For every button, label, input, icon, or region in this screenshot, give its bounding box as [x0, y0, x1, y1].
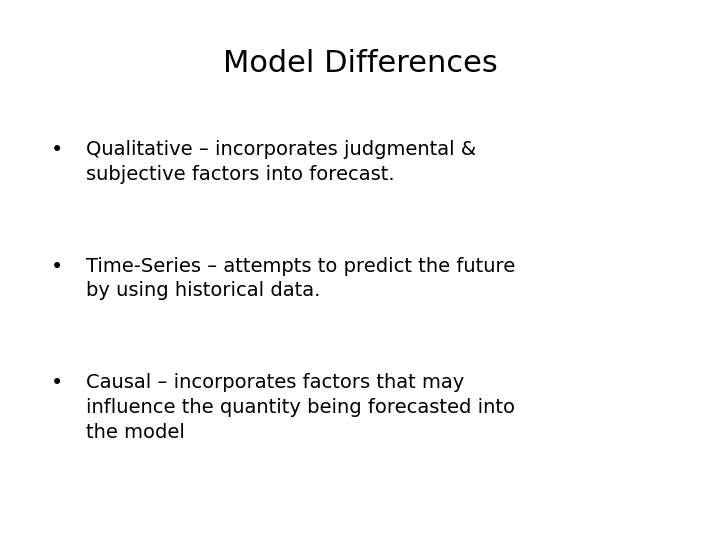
Text: •: •: [50, 373, 63, 393]
Text: •: •: [50, 256, 63, 276]
Text: •: •: [50, 140, 63, 160]
Text: Qualitative – incorporates judgmental &
subjective factors into forecast.: Qualitative – incorporates judgmental & …: [86, 140, 477, 184]
Text: Model Differences: Model Differences: [222, 49, 498, 78]
Text: Causal – incorporates factors that may
influence the quantity being forecasted i: Causal – incorporates factors that may i…: [86, 373, 516, 442]
Text: Time-Series – attempts to predict the future
by using historical data.: Time-Series – attempts to predict the fu…: [86, 256, 516, 300]
